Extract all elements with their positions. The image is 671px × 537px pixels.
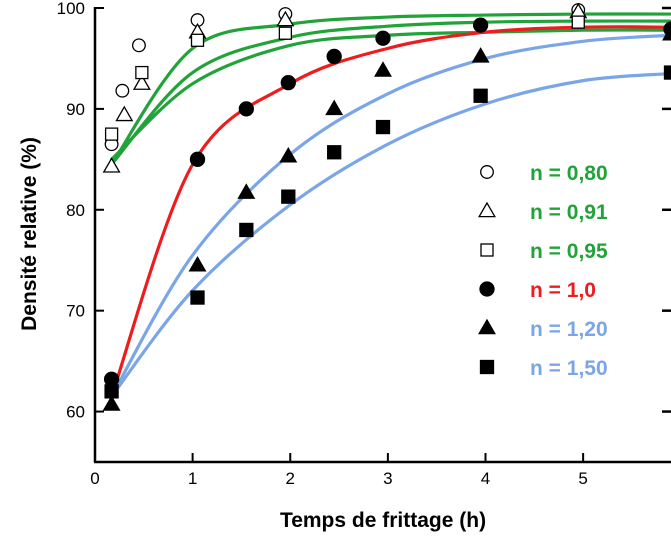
data-point <box>374 61 392 77</box>
data-point <box>190 290 205 305</box>
data-point <box>662 24 671 41</box>
legend-entry-3: n = 0,95 <box>480 240 608 263</box>
series-1-points <box>104 3 586 152</box>
series-6-points <box>104 65 671 399</box>
data-point <box>280 75 296 91</box>
legend-entry-4: n = 1,0 <box>479 279 596 302</box>
legend-label: n = 1,50 <box>530 357 608 380</box>
fit-curve-6 <box>110 71 671 399</box>
data-points <box>102 2 671 411</box>
data-point <box>279 147 298 163</box>
data-point <box>473 88 488 103</box>
data-point <box>189 151 206 167</box>
series-3-points <box>104 15 585 141</box>
data-point <box>132 74 151 90</box>
legend-label: n = 1,0 <box>530 279 596 302</box>
data-point <box>375 30 391 46</box>
legend-entry-2: n = 0,91 <box>478 201 608 224</box>
data-point <box>102 157 121 173</box>
data-point <box>103 371 120 387</box>
filled-square-marker <box>479 359 495 375</box>
data-point <box>325 99 344 116</box>
open-square-marker <box>480 243 494 257</box>
series-5-points <box>102 24 671 411</box>
x-tick-label: 1 <box>188 469 197 488</box>
x-tick-label: 2 <box>286 469 295 488</box>
data-point <box>115 83 130 98</box>
data-point <box>135 65 149 80</box>
series-4-points <box>103 17 671 387</box>
data-point <box>104 384 119 399</box>
data-point <box>190 33 205 47</box>
open-circle-marker <box>480 165 494 179</box>
y-tick-label: 70 <box>66 302 85 321</box>
data-point <box>471 47 490 63</box>
y-tick-label: 90 <box>66 100 85 119</box>
x-tick-label: 4 <box>481 469 490 488</box>
filled-triangle-marker <box>478 318 496 335</box>
data-point <box>188 255 207 272</box>
data-point <box>131 38 146 53</box>
data-point <box>472 17 489 33</box>
data-point <box>115 105 134 122</box>
legend-label: n = 0,80 <box>530 162 608 185</box>
x-tick-label: 3 <box>383 469 392 488</box>
open-triangle-marker <box>478 201 496 218</box>
legend-label: n = 1,20 <box>530 318 608 341</box>
data-point <box>238 101 254 117</box>
legend-entry-6: n = 1,50 <box>479 357 608 380</box>
x-axis-title: Temps de frittage (h) <box>280 509 486 532</box>
y-axis-title: Densité relative (%) <box>18 137 41 331</box>
data-point <box>239 222 254 238</box>
legend-entry-1: n = 0,80 <box>480 162 608 185</box>
data-point <box>327 145 342 160</box>
data-point <box>278 26 293 40</box>
data-point <box>571 15 585 29</box>
data-point <box>237 183 256 199</box>
legend-label: n = 0,91 <box>530 201 608 224</box>
legend-label: n = 0,95 <box>530 240 608 263</box>
data-point <box>663 65 671 80</box>
x-tick-label: 5 <box>578 469 587 488</box>
y-tick-label: 80 <box>66 201 85 220</box>
data-point <box>281 189 296 204</box>
fit-curve-5 <box>110 33 671 399</box>
data-point <box>104 127 119 141</box>
x-tick-label: 0 <box>90 469 99 488</box>
legend-entry-5: n = 1,20 <box>478 318 608 341</box>
filled-circle-marker <box>479 281 495 297</box>
fit-curve-3 <box>110 28 671 161</box>
data-point <box>276 10 295 27</box>
legend: n = 0,80 n = 0,91 n = 0,95 n = 1,0 n = 1,20 n… <box>478 162 608 380</box>
data-point <box>102 395 121 411</box>
axes: 0 1 2 3 4 5 60 70 80 90 100 <box>57 0 671 488</box>
data-point <box>375 119 391 135</box>
y-tick-label: 100 <box>57 0 85 18</box>
data-point <box>326 48 342 65</box>
y-tick-label: 60 <box>66 403 85 422</box>
